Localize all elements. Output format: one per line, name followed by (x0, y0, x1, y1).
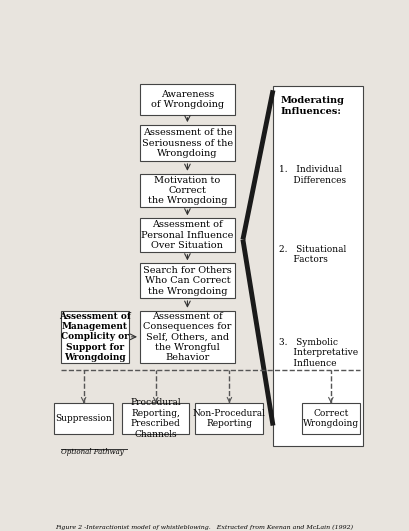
FancyBboxPatch shape (61, 311, 129, 363)
Text: Procedural
Reporting,
Prescribed
Channels: Procedural Reporting, Prescribed Channel… (130, 398, 181, 439)
FancyBboxPatch shape (140, 125, 235, 161)
FancyBboxPatch shape (140, 263, 235, 298)
Text: 3.   Symbolic
     Interpretative
     Influence: 3. Symbolic Interpretative Influence (279, 338, 358, 368)
FancyBboxPatch shape (273, 86, 363, 446)
FancyBboxPatch shape (122, 403, 189, 434)
Text: Suppression: Suppression (55, 414, 112, 423)
FancyBboxPatch shape (140, 218, 235, 252)
FancyBboxPatch shape (140, 174, 235, 207)
Text: Non-Procedural
Reporting: Non-Procedural Reporting (193, 409, 266, 428)
Text: Assessment of
Personal Influence
Over Situation: Assessment of Personal Influence Over Si… (141, 220, 234, 250)
Text: Moderating
Influences:: Moderating Influences: (281, 97, 345, 116)
Text: Assessment of
Consequences for
Self, Others, and
the Wrongful
Behavior: Assessment of Consequences for Self, Oth… (143, 312, 231, 362)
FancyBboxPatch shape (140, 84, 235, 115)
Text: Assessment of
Management
Complicity or
Support for
Wrongdoing: Assessment of Management Complicity or S… (59, 312, 130, 362)
Text: 2.   Situational
     Factors: 2. Situational Factors (279, 244, 346, 264)
Text: Motivation to
Correct
the Wrongdoing: Motivation to Correct the Wrongdoing (148, 176, 227, 205)
Text: 1.   Individual
     Differences: 1. Individual Differences (279, 165, 346, 185)
FancyBboxPatch shape (140, 311, 235, 363)
FancyBboxPatch shape (196, 403, 263, 434)
Text: Assessment of the
Seriousness of the
Wrongdoing: Assessment of the Seriousness of the Wro… (142, 128, 233, 158)
Text: Search for Others
Who Can Correct
the Wrongdoing: Search for Others Who Can Correct the Wr… (143, 266, 232, 296)
Text: Awareness
of Wrongdoing: Awareness of Wrongdoing (151, 90, 224, 109)
Text: Optional Pathway: Optional Pathway (61, 448, 124, 456)
FancyBboxPatch shape (301, 403, 360, 434)
Text: Correct
Wrongdoing: Correct Wrongdoing (303, 409, 359, 428)
Text: Figure 2 -Interactionist model of whistleblowing.   Extracted from Keenan and Mc: Figure 2 -Interactionist model of whistl… (56, 525, 353, 530)
FancyBboxPatch shape (54, 403, 113, 434)
